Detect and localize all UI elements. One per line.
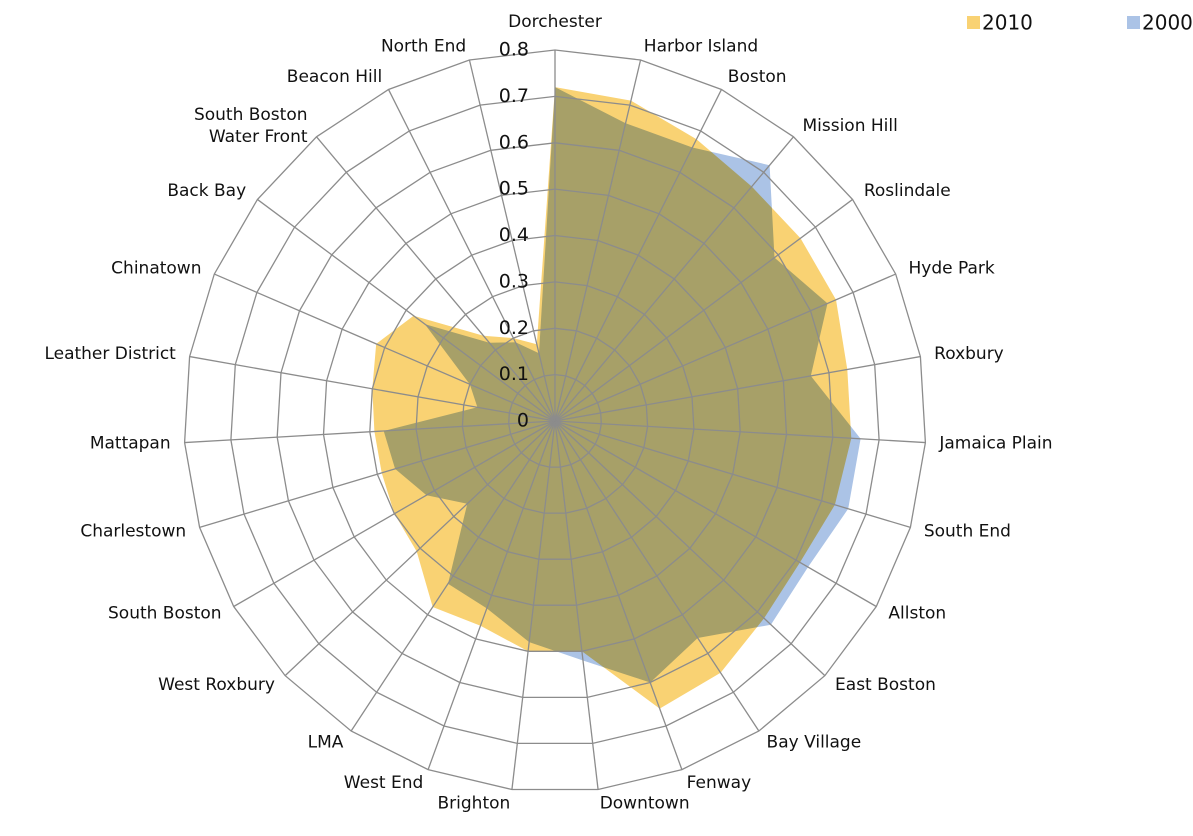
spoke <box>199 420 556 529</box>
category-label: LMA <box>308 733 344 753</box>
spoke <box>468 59 556 422</box>
grid-ring <box>322 188 788 652</box>
spoke <box>257 198 556 422</box>
grid-ring <box>508 373 602 468</box>
spoke <box>316 136 556 422</box>
r-tick-label: 0.7 <box>499 85 529 107</box>
grid-ring <box>183 49 927 791</box>
spoke <box>554 420 926 444</box>
grid-ring <box>461 327 649 514</box>
legend-label: 2010 <box>982 11 1033 35</box>
radar-area <box>383 87 861 683</box>
legend-swatch <box>1127 16 1140 29</box>
spoke <box>554 420 760 732</box>
category-label: Back Bay <box>167 181 246 201</box>
category-label: Boston <box>728 67 787 87</box>
r-tick-label: 0.4 <box>499 224 529 246</box>
category-label: Brighton <box>438 793 511 813</box>
spoke <box>427 420 556 770</box>
spoke <box>189 355 556 422</box>
category-label: Hyde Park <box>909 259 995 279</box>
category-label: Leather District <box>44 344 176 364</box>
category-label: North End <box>381 36 466 56</box>
spoke <box>554 420 683 770</box>
category-label: West Roxbury <box>158 675 275 695</box>
r-tick-label: 0.6 <box>499 131 529 153</box>
category-label: Chinatown <box>111 259 201 279</box>
spoke <box>350 420 556 732</box>
category-label: Jamaica Plain <box>938 433 1052 453</box>
grid-ring <box>230 95 880 745</box>
spoke <box>554 136 794 422</box>
category-label: Beacon Hill <box>287 67 382 87</box>
spoke <box>554 59 642 422</box>
category-label: Downtown <box>600 793 690 813</box>
category-label: South End <box>924 521 1011 541</box>
legend-swatch <box>967 16 980 29</box>
spoke <box>214 273 556 422</box>
category-label: East Boston <box>835 675 936 695</box>
r-tick-label: 0.5 <box>499 178 529 200</box>
category-label: Roxbury <box>934 344 1004 364</box>
category-label: Mission Hill <box>802 116 897 136</box>
category-label: Harbor Island <box>644 36 758 56</box>
spoke <box>184 420 556 444</box>
spoke <box>233 420 556 608</box>
category-label: West End <box>344 773 424 793</box>
category-label: South Boston Water Front <box>194 105 308 147</box>
category-label: Roslindale <box>864 181 951 201</box>
r-tick-label: 0.8 <box>499 39 529 61</box>
r-tick-label: 0.3 <box>499 270 529 292</box>
r-tick-label: 0.1 <box>499 363 529 385</box>
spoke <box>284 420 556 677</box>
category-label: South Boston <box>108 604 222 624</box>
spoke <box>511 420 556 790</box>
spoke <box>387 89 556 422</box>
spoke <box>554 273 896 422</box>
spoke <box>554 198 853 422</box>
grid-ring <box>415 281 695 560</box>
category-label: Mattapan <box>90 433 171 453</box>
spoke <box>554 420 826 677</box>
category-label: Bay Village <box>767 733 862 753</box>
category-label: Allston <box>888 604 946 624</box>
category-label: Fenway <box>687 773 751 793</box>
spoke <box>554 420 911 529</box>
spoke <box>554 89 723 422</box>
grid-ring <box>369 234 741 606</box>
r-tick-label: 0 <box>517 410 529 432</box>
category-label: Charlestown <box>80 521 186 541</box>
spoke <box>554 355 921 422</box>
spoke <box>554 420 599 790</box>
spoke <box>554 420 877 608</box>
category-label: Dorchester <box>508 12 602 32</box>
legend-label: 2000 <box>1142 11 1193 35</box>
grid-ring <box>276 142 834 699</box>
r-tick-label: 0.2 <box>499 317 529 339</box>
